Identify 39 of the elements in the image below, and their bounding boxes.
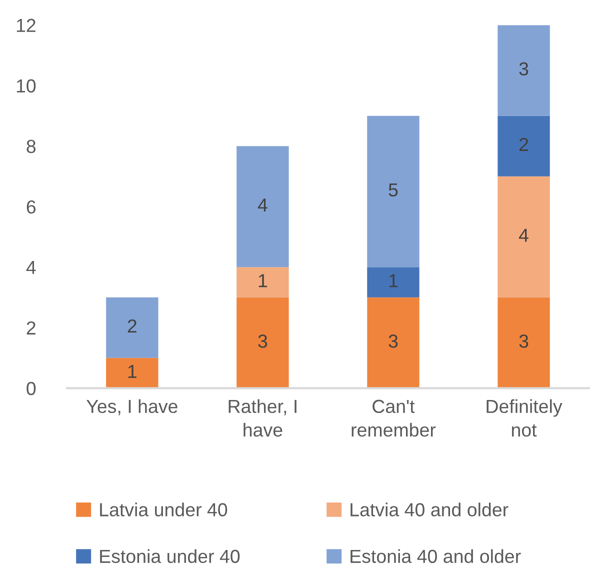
y-tick-label: 2 xyxy=(26,321,36,334)
data-label: 5 xyxy=(388,183,398,197)
data-label: 3 xyxy=(519,334,528,348)
data-label: 3 xyxy=(519,62,528,76)
bar xyxy=(498,297,550,388)
y-tick-label: 6 xyxy=(26,200,36,214)
bar xyxy=(498,176,550,298)
bar xyxy=(236,146,289,268)
bar xyxy=(367,297,420,388)
data-label: 3 xyxy=(388,334,398,348)
y-tick-label: 10 xyxy=(16,79,36,93)
bar xyxy=(236,267,289,298)
bar xyxy=(106,297,158,358)
legend-label: Estonia under 40 xyxy=(100,549,240,564)
data-label: 4 xyxy=(258,198,268,212)
x-tick-label: Definitely not xyxy=(486,399,562,437)
data-label: 2 xyxy=(128,319,136,333)
legend-label: Estonia 40 and older xyxy=(350,549,521,564)
bar xyxy=(498,25,550,116)
x-tick-label: Rather, I have xyxy=(228,399,296,437)
legend-label: Latvia under 40 xyxy=(100,502,228,516)
data-label: 1 xyxy=(258,274,267,288)
data-label: 2 xyxy=(520,138,528,151)
data-label: 1 xyxy=(389,274,398,288)
bar xyxy=(236,297,289,388)
bar xyxy=(106,358,158,388)
y-tick-label: 4 xyxy=(26,261,36,274)
legend-label: Latvia 40 and older xyxy=(350,502,508,516)
y-tick-label: 12 xyxy=(16,18,36,32)
bar xyxy=(367,267,420,298)
data-label: 3 xyxy=(258,334,268,348)
bar xyxy=(367,116,420,268)
y-tick-label: 0 xyxy=(26,382,36,396)
x-tick-label: Yes, I have xyxy=(86,399,178,416)
bar xyxy=(498,116,550,176)
y-tick-label: 8 xyxy=(26,140,36,154)
data-label: 1 xyxy=(128,364,136,378)
x-tick-label: Can't remember xyxy=(352,400,436,437)
data-label: 4 xyxy=(518,228,528,242)
